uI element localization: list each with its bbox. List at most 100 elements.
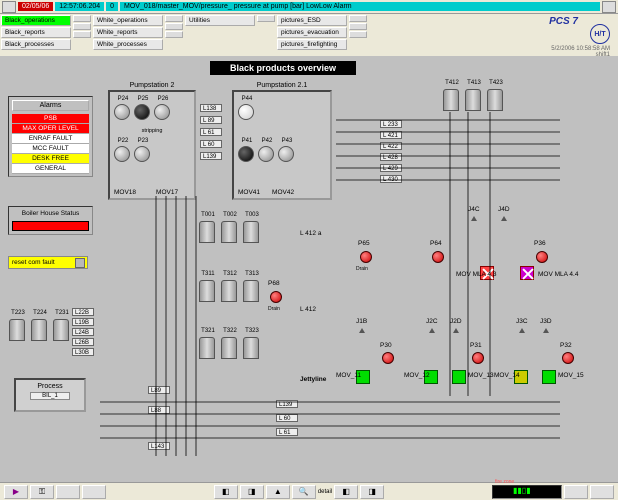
menu-black-processes[interactable]: Black_processes	[1, 39, 71, 50]
tool-2[interactable]	[82, 485, 106, 499]
mov-mla44[interactable]	[520, 266, 534, 280]
menu-white-processes[interactable]: White_processes	[93, 39, 163, 50]
pump-p43[interactable]: P43	[278, 140, 296, 164]
pump-p65[interactable]	[360, 251, 372, 263]
j3d-label: J3D	[540, 318, 552, 325]
tool-end-2[interactable]	[590, 485, 614, 499]
pump-p44[interactable]: P44	[238, 98, 256, 122]
l26b: L26B	[72, 338, 94, 346]
mov-13[interactable]	[452, 370, 466, 384]
tank-t223[interactable]: T223	[9, 311, 27, 341]
pump-p42[interactable]: P42	[258, 140, 276, 164]
j2c-label: J2C	[426, 318, 438, 325]
tank-t224[interactable]: T224	[31, 311, 49, 341]
pump-p26[interactable]: P26	[154, 98, 172, 122]
tank-t321[interactable]: T321	[199, 329, 217, 359]
tank-t413[interactable]: T413	[465, 81, 483, 111]
l429: L 429	[380, 164, 402, 172]
menu-pictures-esd[interactable]: pictures_ESD	[277, 15, 347, 26]
tool-up[interactable]: ▲	[266, 485, 290, 499]
tank-t322[interactable]: T322	[221, 329, 239, 359]
page-title: Black products overview	[210, 61, 356, 75]
pump-p25[interactable]: P25	[134, 98, 152, 122]
firezone-widget[interactable]: fire zone ▮▮▯▮	[492, 485, 562, 499]
stripping-label: stripping	[110, 128, 194, 134]
tank-t412[interactable]: T412	[443, 81, 461, 111]
mov-mla44-label: MOV MLA 4.4	[538, 271, 562, 278]
tool-nav-1[interactable]: ◧	[214, 485, 238, 499]
l30b: L30B	[72, 348, 94, 356]
pump-p22[interactable]: P22	[114, 140, 132, 164]
tool-1[interactable]	[56, 485, 80, 499]
tool-nav-3[interactable]: ◧	[334, 485, 358, 499]
tool-nav-4[interactable]: ◨	[360, 485, 384, 499]
menu-pictures-fire[interactable]: pictures_firefighting	[277, 39, 347, 50]
l60: L 60	[200, 140, 222, 148]
menu-black-operations[interactable]: Black_operations	[1, 15, 71, 26]
alarm-maxoper[interactable]: MAX OPER LEVEL	[12, 124, 89, 134]
mov17-label: MOV17	[156, 189, 178, 196]
l139: L139	[200, 152, 222, 160]
pump-p64[interactable]	[432, 251, 444, 263]
tool-end-1[interactable]	[564, 485, 588, 499]
tool-nav-2[interactable]: ◨	[240, 485, 264, 499]
pump-p24[interactable]: P24	[114, 98, 132, 122]
ps2-title: Pumpstation 2	[130, 82, 175, 89]
tank-t312[interactable]: T312	[221, 272, 239, 302]
tank-t311[interactable]: T311	[199, 272, 217, 302]
pump-p30[interactable]	[382, 352, 394, 364]
j4d-label: J4D	[498, 206, 510, 213]
ps21-title: Pumpstation 2.1	[257, 82, 308, 89]
tool-play[interactable]: ▶	[4, 485, 28, 499]
process-panel[interactable]: Process BIL_1	[14, 378, 86, 412]
menu-bar: Black_operations Black_reports Black_pro…	[0, 14, 618, 56]
pump-p68[interactable]	[270, 291, 282, 303]
menu-black-reports[interactable]: Black_reports	[1, 27, 71, 38]
l88: L88	[148, 406, 170, 414]
process-title: Process	[16, 383, 84, 390]
l412a-label: L 412 a	[300, 230, 321, 237]
level-stack-l: L22B L19B L24B L26B L30B	[72, 308, 94, 356]
alarm-desk[interactable]: DESK FREE	[12, 154, 89, 164]
system-circle[interactable]: H/T	[590, 24, 610, 44]
tank-t002[interactable]: T002	[221, 213, 239, 243]
p36-label: P36	[534, 240, 546, 247]
pump-p41[interactable]: P41	[238, 140, 256, 164]
alarm-mcc[interactable]: MCC FAULT	[12, 144, 89, 154]
pump-p36[interactable]	[536, 251, 548, 263]
boiler-status[interactable]	[12, 221, 89, 231]
tank-t313[interactable]: T313	[243, 272, 261, 302]
alarm-enraf[interactable]: ENRAF FAULT	[12, 134, 89, 144]
menu-white-reports[interactable]: White_reports	[93, 27, 163, 38]
alarm-general[interactable]: GENERAL	[12, 164, 89, 174]
p31-label: P31	[470, 342, 482, 349]
menu-utilities[interactable]: Utilities	[185, 15, 255, 26]
menu-white-operations[interactable]: White_operations	[93, 15, 163, 26]
l422: L 422	[380, 142, 402, 150]
p68-label: P68	[268, 280, 280, 287]
tool-zoom[interactable]: 🔍	[292, 485, 316, 499]
reset-com-fault-button[interactable]: reset com fault	[8, 256, 88, 269]
alarms-title: Alarms	[12, 100, 89, 111]
j2c-arrow-icon	[429, 328, 435, 333]
pump-p23[interactable]: P23	[134, 140, 152, 164]
l89b: L89	[148, 386, 170, 394]
tank-t323[interactable]: T323	[243, 329, 261, 359]
jettyline-label: Jettyline	[300, 376, 326, 383]
l61: L 61	[200, 128, 222, 136]
tank-t003[interactable]: T003	[243, 213, 261, 243]
tank-t001[interactable]: T001	[199, 213, 217, 243]
l143: L143	[148, 442, 170, 450]
tank-t231[interactable]: T231	[53, 311, 71, 341]
tool-key[interactable]: ⚿	[30, 485, 54, 499]
pump-p31[interactable]	[472, 352, 484, 364]
j4c-label: J4C	[468, 206, 480, 213]
mov-15[interactable]	[542, 370, 556, 384]
menu-pictures-evac[interactable]: pictures_evacuation	[277, 27, 347, 38]
tank-t423[interactable]: T423	[487, 81, 505, 111]
ack-icon[interactable]	[602, 1, 616, 13]
alarm-psb[interactable]: PSB	[12, 114, 89, 124]
process-sub: BIL_1	[30, 392, 70, 400]
code-field: 0	[106, 2, 118, 11]
pump-p32[interactable]	[562, 352, 574, 364]
